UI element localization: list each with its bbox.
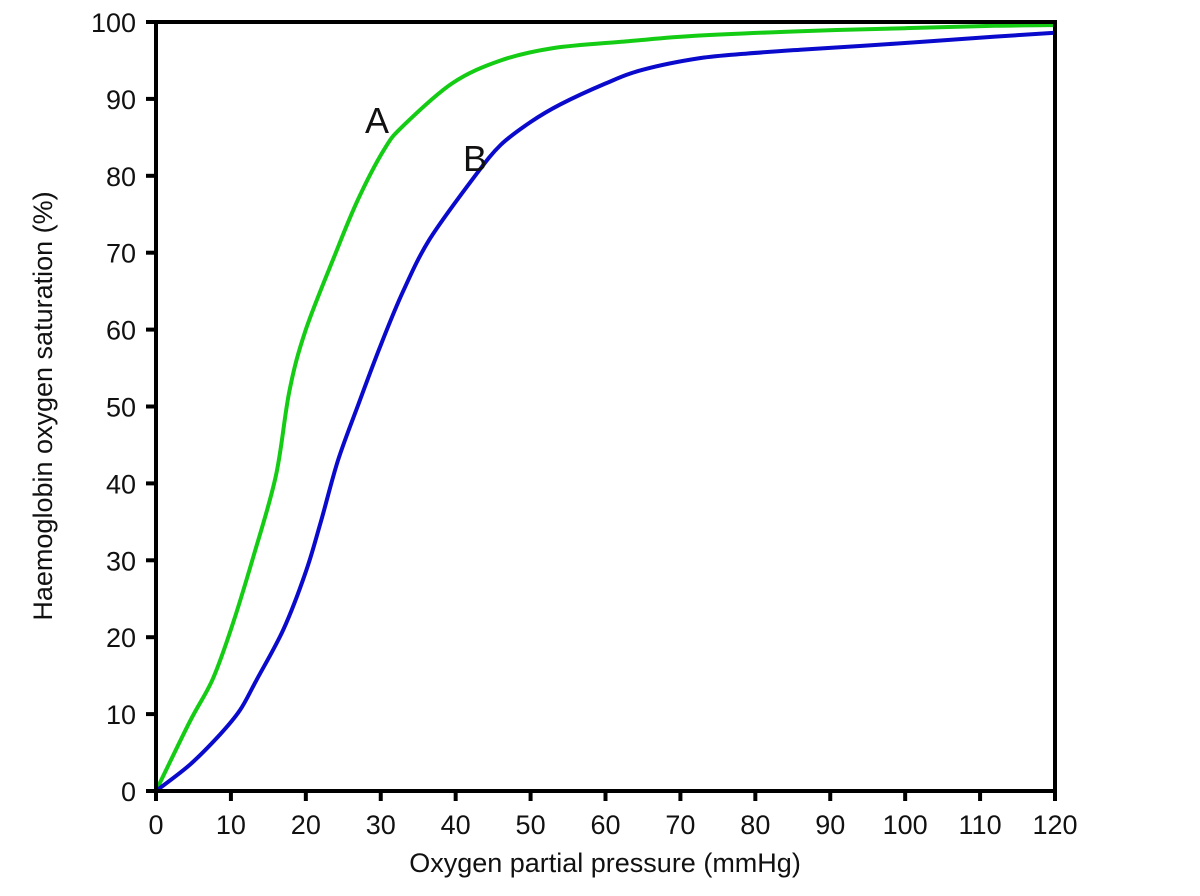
x-axis-ticks: 0 10 20 30 40 50 60 70 80 90 100 110 120 [148,791,1078,840]
x-tick-label: 120 [1032,810,1077,840]
curve-b [154,30,1057,793]
plot-curves [154,23,1057,793]
curve-label-a: A [365,100,389,141]
y-tick-label: 60 [106,316,136,346]
y-tick-label: 30 [106,546,136,576]
curve-a [154,23,1057,793]
y-tick-label: 50 [106,393,136,423]
y-tick-label: 20 [106,623,136,653]
y-axis-ticks: 0 10 20 30 40 50 60 70 80 90 100 [91,8,156,807]
x-tick-label: 70 [665,810,695,840]
x-tick-label: 0 [148,810,163,840]
x-axis-title: Oxygen partial pressure (mmHg) [409,848,801,878]
y-tick-label: 0 [121,777,136,807]
x-tick-label: 110 [959,810,1002,840]
y-tick-label: 80 [106,162,136,192]
y-tick-label: 40 [106,469,136,499]
x-tick-label: 50 [516,810,546,840]
y-tick-label: 100 [91,8,136,38]
x-tick-label: 80 [740,810,770,840]
y-tick-label: 70 [106,239,136,269]
x-tick-label: 20 [291,810,321,840]
plot-frame [154,20,1057,793]
x-tick-label: 10 [216,810,246,840]
x-tick-label: 60 [590,810,620,840]
x-tick-label: 100 [883,810,928,840]
x-tick-label: 30 [366,810,396,840]
x-tick-label: 40 [441,810,471,840]
x-tick-label: 90 [815,810,845,840]
y-tick-label: 90 [106,85,136,115]
curve-label-b: B [463,138,487,179]
y-axis-title: Haemoglobin oxygen saturation (%) [28,191,58,620]
y-tick-label: 10 [106,700,136,730]
